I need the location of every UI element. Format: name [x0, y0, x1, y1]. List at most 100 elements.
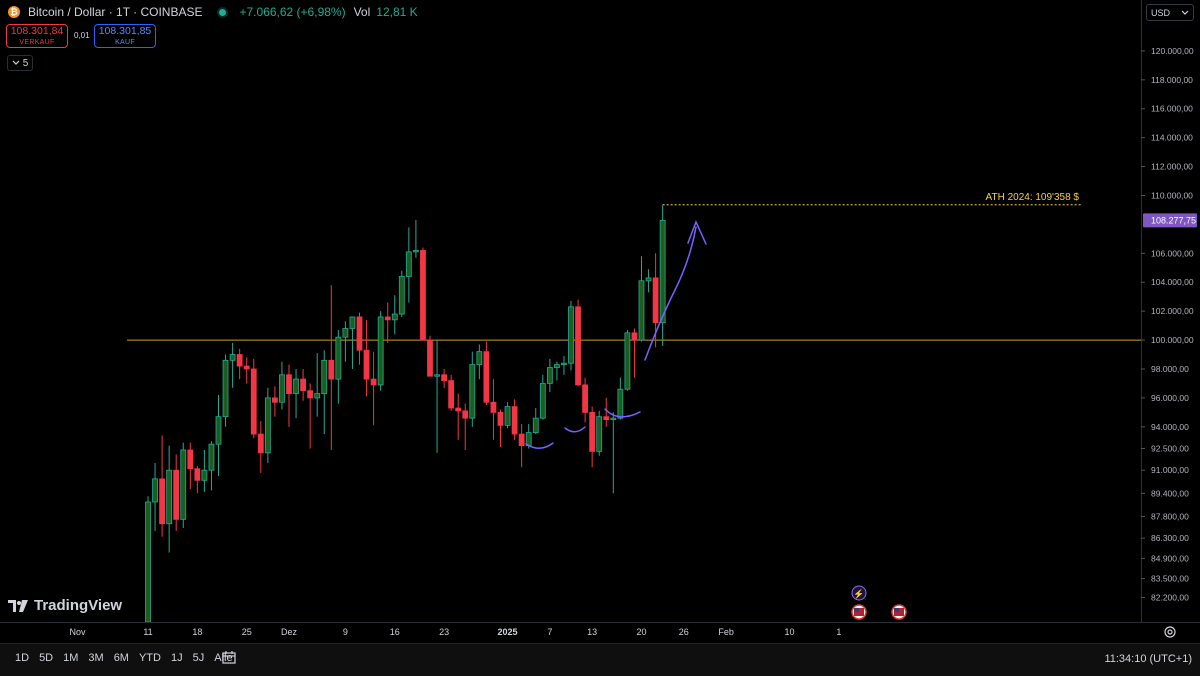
- candle: [659, 204, 666, 346]
- y-tick-label: 86.300,00: [1151, 533, 1189, 543]
- candle-body: [194, 468, 201, 481]
- candle-body: [286, 374, 292, 394]
- candle: [462, 403, 469, 450]
- x-tick-label: Feb: [718, 627, 734, 637]
- y-tick-label: 110.000,00: [1151, 190, 1193, 200]
- settings-gear-icon[interactable]: [1163, 625, 1177, 639]
- range-1d-button[interactable]: 1D: [15, 652, 30, 664]
- x-tick-label: 18: [192, 627, 202, 637]
- candle-body: [349, 316, 356, 329]
- x-tick-label: 11: [143, 627, 152, 637]
- y-tick-label: 116.000,00: [1151, 104, 1193, 114]
- y-tick-label: 87.800,00: [1151, 511, 1189, 521]
- candle: [476, 344, 483, 380]
- candle-body: [638, 280, 645, 341]
- candle-body: [462, 410, 469, 419]
- candle-body: [441, 374, 448, 381]
- candle-body: [243, 365, 250, 370]
- symbol-header: ₿ Bitcoin / Dollar · 1T · COINBASE +7.06…: [8, 5, 418, 19]
- x-tick-label: 10: [785, 627, 795, 637]
- y-tick-label: 104.000,00: [1151, 277, 1194, 287]
- drawing-arc-2: [564, 426, 586, 433]
- range-1m-button[interactable]: 1M: [63, 652, 79, 664]
- candle-body: [173, 469, 180, 520]
- candle-body: [208, 443, 215, 471]
- candle-body: [293, 378, 299, 394]
- candle: [377, 311, 384, 391]
- candle: [300, 368, 307, 401]
- indicator-count: 5: [22, 57, 29, 69]
- candle: [490, 379, 497, 440]
- x-tick-label: 2025: [498, 627, 518, 637]
- y-tick-label: 96.000,00: [1151, 393, 1189, 403]
- candle-body: [497, 411, 504, 426]
- candle: [257, 421, 264, 474]
- candle: [561, 355, 567, 375]
- symbol-title[interactable]: Bitcoin / Dollar · 1T · COINBASE: [28, 5, 203, 19]
- drawing-arrow: [644, 220, 707, 361]
- candle: [166, 445, 173, 553]
- candle-body: [455, 407, 462, 412]
- range-ytd-button[interactable]: YTD: [138, 652, 161, 664]
- candle: [645, 269, 652, 293]
- y-tick-label: 100.000,00: [1151, 335, 1194, 345]
- tradingview-logo[interactable]: TradingView: [8, 597, 122, 614]
- y-tick-label: 98.000,00: [1151, 364, 1189, 374]
- candle-body: [427, 339, 433, 377]
- lightning-event-icon[interactable]: ⚡: [851, 585, 867, 601]
- candle: [236, 348, 243, 380]
- candle-body: [342, 328, 349, 338]
- candle: [152, 462, 158, 531]
- range-3m-button[interactable]: 3M: [88, 652, 104, 664]
- x-tick-label: 23: [439, 627, 449, 637]
- price-chart[interactable]: ATH 2024: 109'358 $ ⚡ 120.000,00 118.000,…: [0, 0, 1200, 643]
- candle-body: [631, 332, 638, 341]
- time-axis[interactable]: Nov 11 18 25 Dez 9 16 23 2025 7 13 20 26 Feb 10 1: [0, 622, 1200, 638]
- freehand-drawings[interactable]: [525, 220, 707, 449]
- y-tick-label: 112.000,00: [1151, 162, 1193, 172]
- candle-body: [201, 469, 208, 481]
- market-open-icon: [218, 8, 226, 16]
- candle: [518, 423, 525, 468]
- candle: [194, 465, 201, 494]
- last-price-label: 108.277,75: [1151, 215, 1196, 225]
- candle: [511, 399, 518, 440]
- us-flag-event-icon[interactable]: [891, 604, 907, 620]
- date-range-buttons: 1D 5D 1M 3M 6M YTD 1J 5J Alle: [10, 652, 238, 664]
- x-tick-label: 1: [836, 627, 841, 637]
- clock-timezone[interactable]: 11:34:10 (UTC+1): [1104, 653, 1192, 665]
- price-axis[interactable]: 120.000,00 118.000,00 116.000,00 114.000,00…: [1141, 0, 1194, 622]
- currency-select[interactable]: USD: [1146, 4, 1194, 21]
- candle: [554, 361, 560, 381]
- range-6m-button[interactable]: 6M: [113, 652, 129, 664]
- range-5d-button[interactable]: 5D: [39, 652, 54, 664]
- range-1j-button[interactable]: 1J: [170, 652, 183, 664]
- candle: [201, 449, 208, 492]
- buy-button[interactable]: 108.301,85 KAUF: [94, 24, 156, 48]
- candle: [398, 270, 405, 317]
- candle-body: [335, 336, 342, 380]
- y-tick-label: 94.000,00: [1151, 422, 1189, 432]
- indicators-toggle-button[interactable]: 5: [7, 55, 33, 71]
- candle-body: [377, 316, 384, 386]
- candle: [286, 364, 292, 427]
- candle: [229, 342, 236, 388]
- candle: [532, 408, 539, 435]
- candle: [603, 397, 610, 427]
- range-5j-button[interactable]: 5J: [192, 652, 205, 664]
- candle: [370, 351, 377, 426]
- calendar-goto-icon[interactable]: [222, 651, 236, 664]
- candle-body: [603, 416, 610, 420]
- candle: [384, 302, 391, 343]
- us-flag-event-icon[interactable]: [851, 604, 867, 620]
- sell-button[interactable]: 108.301,84 VERKAUF: [6, 24, 68, 48]
- candle-body: [659, 219, 666, 324]
- candle: [349, 316, 356, 369]
- candle-body: [152, 478, 158, 503]
- candle-body: [561, 362, 567, 366]
- candle: [420, 247, 426, 341]
- candle: [617, 377, 624, 420]
- candle: [264, 387, 271, 463]
- candle-body: [307, 390, 314, 399]
- candle: [631, 328, 638, 378]
